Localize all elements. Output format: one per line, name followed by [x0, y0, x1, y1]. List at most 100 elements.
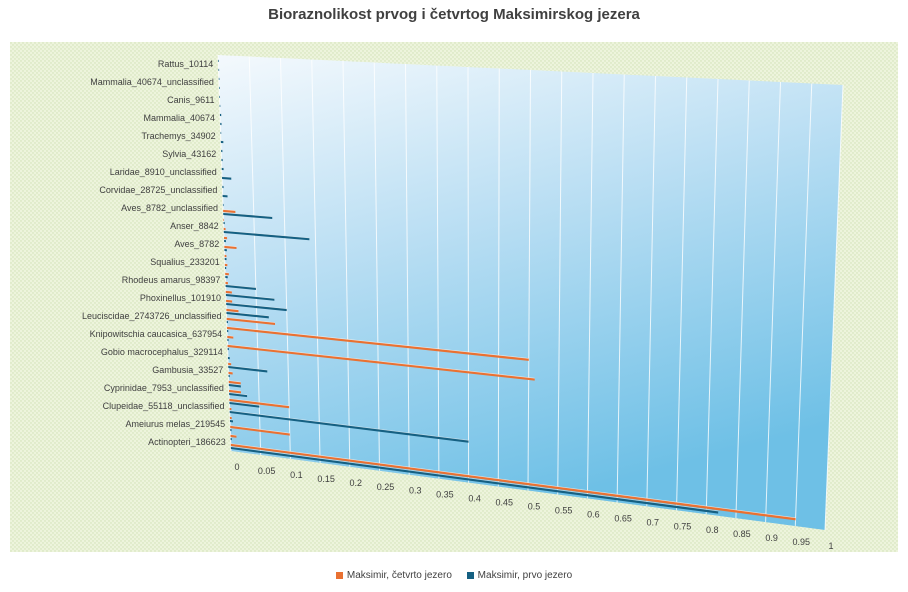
category-label: Ameiurus melas_219545 — [126, 419, 226, 429]
gridline — [405, 63, 410, 475]
category-label: Leuciscidae_2743726_unclassified — [82, 311, 222, 321]
bar-highlight — [221, 176, 232, 178]
bar-highlight — [225, 284, 256, 288]
bar-series-2 — [229, 419, 234, 423]
gridline — [557, 71, 563, 495]
bar-series-2 — [221, 167, 224, 171]
bar-highlight — [228, 380, 241, 383]
legend-item-series-1: Maksimir, četvrto jezero — [335, 570, 452, 581]
bars — [218, 59, 796, 521]
category-label: Aves_8782 — [174, 239, 219, 249]
category-label: Actinopteri_186623 — [148, 437, 226, 447]
gridline — [311, 59, 321, 463]
gridline — [646, 75, 656, 507]
category-label: Rhodeus amarus_98397 — [122, 275, 221, 285]
x-tick-label: 0.25 — [377, 482, 395, 492]
bar-series-2 — [227, 347, 229, 351]
bar-series-2 — [224, 248, 227, 252]
bar-highlight — [223, 230, 310, 239]
x-tick-label: 0.65 — [614, 513, 632, 523]
category-label: Gambusia_33527 — [152, 365, 223, 375]
x-tick-label: 0.5 — [528, 502, 541, 512]
category-label: Anser_8842 — [170, 221, 219, 231]
category-label: Phoxinellus_101910 — [140, 293, 221, 303]
category-label: Mammalia_40674_unclassified — [90, 77, 214, 87]
bar-highlight — [229, 410, 469, 441]
bar-series-2 — [223, 230, 310, 241]
legend-label-series-1: Maksimir, četvrto jezero — [346, 570, 452, 581]
gridlines — [217, 54, 844, 531]
gridline — [765, 81, 781, 523]
category-label: Squalius_233201 — [150, 257, 220, 267]
bar-series-2 — [227, 356, 230, 360]
x-tick-label: 0.95 — [793, 537, 811, 547]
bar-series-2 — [230, 437, 232, 441]
plot-back-wall — [218, 55, 843, 530]
legend-item-series-2: Maksimir, prvo jezero — [466, 570, 573, 581]
x-tick-label: 1 — [828, 541, 833, 551]
x-tick-label: 0.7 — [647, 517, 660, 527]
gridline — [373, 62, 380, 471]
gridline — [676, 77, 688, 511]
bar-series-2 — [219, 95, 221, 99]
legend-label-series-2: Maksimir, prvo jezero — [477, 570, 573, 581]
bar-highlight — [230, 425, 290, 434]
bar-highlight — [226, 317, 276, 323]
bar-series-2 — [224, 257, 227, 261]
bar-series-1 — [223, 218, 225, 222]
bar-highlight — [225, 290, 232, 292]
gridline — [248, 56, 262, 455]
bar-series-2 — [219, 113, 222, 117]
x-tick-label: 0 — [234, 462, 239, 472]
bar-series-2 — [226, 320, 229, 324]
x-tick-label: 0.15 — [317, 474, 335, 484]
x-tick-label: 0.1 — [290, 470, 303, 480]
bar-series-2 — [220, 131, 222, 135]
gridline — [586, 72, 594, 499]
legend: Maksimir, četvrto jezero Maksimir, prvo … — [0, 570, 908, 582]
x-tick-label: 0.85 — [733, 529, 751, 539]
bar-series-2 — [224, 266, 227, 270]
x-tick-label: 0.75 — [674, 521, 692, 531]
bar-series-1 — [228, 362, 232, 366]
bar-series-2 — [228, 365, 268, 373]
bar-series-1 — [230, 425, 290, 436]
bar-series-2 — [221, 149, 223, 153]
bar-series-2 — [230, 446, 719, 514]
x-tick-label: 0.6 — [587, 509, 600, 519]
chart-title: Bioraznolikost prvog i četvrtog Maksimir… — [268, 6, 640, 23]
x-tick-label: 0.2 — [350, 478, 363, 488]
bar-highlight — [226, 302, 287, 310]
bar-series-1 — [229, 416, 232, 420]
bar-series-1 — [228, 380, 241, 385]
bar-series-2 — [225, 284, 256, 290]
gridline — [616, 74, 625, 503]
bar-series-2 — [225, 293, 275, 301]
bar-highlight — [230, 446, 719, 512]
bar-series-2 — [226, 302, 287, 312]
gridline — [527, 69, 531, 491]
bar-series-2 — [221, 158, 223, 162]
gridline — [497, 68, 500, 487]
bar-highlight — [226, 299, 233, 301]
gridline — [794, 83, 813, 527]
bar-highlight — [226, 311, 269, 317]
x-tick-label: 0.3 — [409, 486, 422, 496]
bar-series-1 — [228, 389, 242, 394]
value-axis-labels: 0 0.05 0.1 0.15 0.2 0.25 0.3 0.35 0.4 0.45 0.5 0.55… — [234, 462, 833, 551]
bar-highlight — [229, 392, 248, 396]
bar-highlight — [229, 398, 290, 407]
bar-series-2 — [218, 59, 219, 63]
gridline — [436, 65, 440, 479]
gridline — [467, 66, 470, 483]
bar-series-2 — [219, 104, 221, 108]
bar-series-1 — [230, 443, 796, 521]
x-tick-label: 0.9 — [765, 533, 778, 543]
category-label: Clupeidae_55118_unclassified — [103, 401, 225, 411]
bar-series-2 — [229, 401, 260, 408]
gridline — [342, 60, 351, 467]
bar-series-1 — [225, 281, 228, 285]
bar-series-2 — [227, 329, 229, 333]
bar-series-2 — [219, 86, 220, 90]
